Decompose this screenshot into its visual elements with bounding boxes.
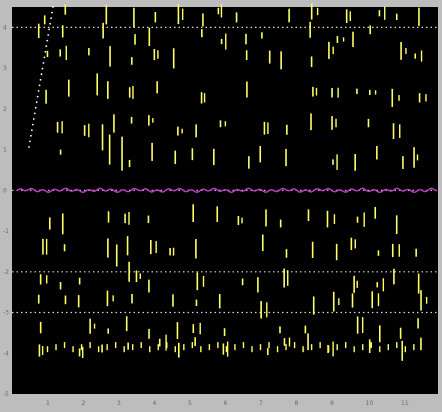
- diagonal-dot: [42, 62, 45, 64]
- y-tick-label: -2: [3, 269, 9, 276]
- diagonal-dot: [45, 45, 48, 48]
- diagonal-dot: [30, 134, 32, 137]
- x-tick-label: 1: [46, 400, 50, 407]
- diagonal-dot: [36, 95, 39, 98]
- diagonal-dot: [38, 84, 41, 87]
- y-tick-label: -3: [3, 310, 9, 317]
- x-tick-label: 5: [188, 400, 192, 407]
- diagonal-dot: [48, 28, 51, 31]
- diagonal-dot: [35, 101, 38, 104]
- y-tick-label: -1: [3, 228, 9, 235]
- y-tick-label: 4: [3, 24, 7, 31]
- diagonal-dot: [37, 90, 40, 92]
- trace-line: [16, 187, 438, 194]
- y-tick-label: 1: [3, 147, 7, 154]
- diagonal-dot: [52, 6, 54, 8]
- y-tick-label: 2: [3, 106, 7, 113]
- x-tick-label: 6: [224, 400, 228, 407]
- diagonal-dot: [30, 129, 33, 132]
- diagonal-dot: [33, 112, 36, 115]
- y-tick-label: -5: [3, 391, 9, 398]
- x-tick-label: 10: [366, 400, 374, 407]
- diagonal-dot: [29, 140, 31, 143]
- diagonal-dot: [31, 123, 34, 126]
- diagonal-dot: [40, 73, 43, 76]
- diagonal-dot: [39, 78, 42, 81]
- y-tick-labels: 4 3 2 1 0 -1 -2 -3 -4 -5: [3, 24, 9, 398]
- diagonal-dot: [34, 106, 37, 109]
- x-tick-label: 4: [153, 400, 157, 407]
- diagonal-dot: [46, 39, 49, 42]
- diagonal-dot: [50, 17, 52, 20]
- x-tick-labels: 1 2 3 4 5 6 7 8 9 10 11: [46, 400, 409, 407]
- diagonal-dot: [32, 118, 35, 120]
- diagonal-dots-layer: [28, 6, 54, 148]
- x-tick-label: 2: [82, 400, 86, 407]
- x-tick-label: 8: [295, 400, 299, 407]
- x-tick-label: 7: [259, 400, 263, 407]
- trace-layer: [16, 187, 438, 194]
- y-tick-label: 0: [3, 187, 7, 194]
- x-tick-label: 11: [401, 400, 409, 407]
- x-tick-label: 3: [117, 400, 121, 407]
- spike-layer: [37, 3, 428, 361]
- diagonal-dot: [28, 146, 30, 148]
- x-tick-label: 9: [330, 400, 334, 407]
- y-tick-label: -4: [3, 350, 9, 357]
- diagonal-dot: [41, 67, 44, 70]
- diagonal-dot: [47, 34, 50, 36]
- diagonal-dot: [51, 11, 53, 14]
- diagonal-dot: [44, 50, 47, 53]
- diagonal-dot: [43, 56, 46, 59]
- y-tick-label: 3: [3, 65, 7, 72]
- grid-layer: [12, 26, 438, 314]
- diagonal-dot: [49, 22, 52, 25]
